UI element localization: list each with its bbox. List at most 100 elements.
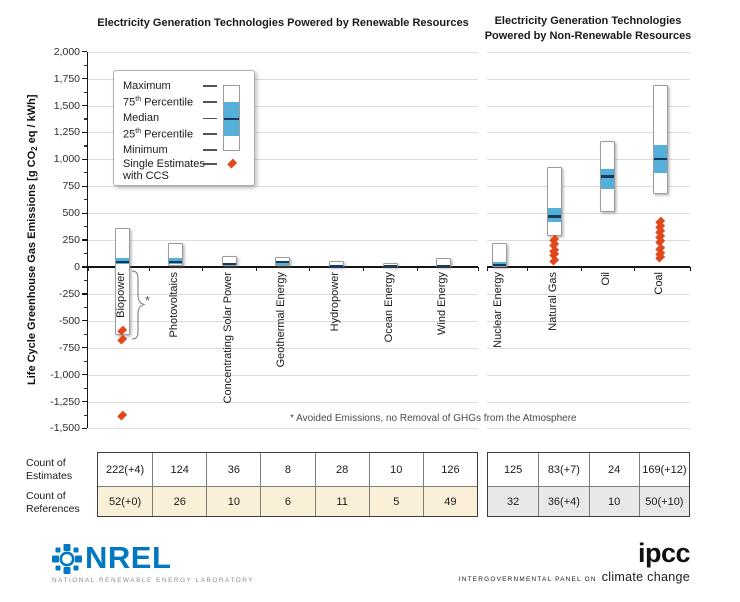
y-major-tick [82, 104, 87, 107]
median-natural-gas [547, 215, 561, 218]
y-tick-label: 1,000 [53, 153, 80, 166]
y-major-tick [82, 131, 87, 134]
gridline--500 [487, 320, 690, 322]
y-major-tick [82, 374, 87, 376]
y-tick-label: 250 [62, 234, 80, 247]
category-tick [487, 267, 489, 271]
estimates-cell: 169(+12) [638, 453, 689, 486]
count-table-non-renewable: 125 83(+7) 24 169(+12) 32 36(+4) 10 50(+10) [487, 452, 690, 517]
gridline-2000 [88, 51, 478, 53]
references-cell: 49 [422, 486, 477, 516]
median-geothermal-energy [275, 261, 289, 264]
legend-key-dash [203, 117, 217, 120]
y-tick-label: 1,250 [53, 126, 80, 139]
references-cell: 6 [260, 486, 315, 516]
gridline--750 [88, 347, 478, 349]
footnote: * Avoided Emissions, no Removal of GHGs … [290, 413, 577, 424]
legend-item-75: 75th Percentile [123, 95, 194, 109]
legend-item-line2: with CCS [123, 170, 169, 182]
gridline-1000 [487, 159, 690, 161]
y-tick-label: 1,750 [53, 72, 80, 85]
median-photovoltaics [168, 260, 182, 264]
y-major-tick [82, 427, 87, 430]
y-major-tick [82, 158, 87, 160]
boxplot-biopower [114, 227, 130, 336]
category-tick [309, 267, 311, 271]
median-hydropower [329, 265, 343, 268]
estimates-cell: 125 [488, 453, 539, 486]
y-minor-tick [84, 199, 87, 201]
nrel-sun-icon [52, 544, 82, 574]
ipcc-wordmark: ipcc [637, 538, 691, 568]
category-tick [88, 267, 90, 271]
estimates-cell: 126 [422, 453, 477, 486]
references-cell: 26 [152, 486, 207, 516]
gridline-2000 [487, 51, 690, 53]
avoided-emissions-asterisk: * [145, 293, 151, 308]
avoided-emissions-brace [131, 270, 146, 340]
y-major-tick [82, 185, 87, 187]
references-cell: 50(+10) [638, 486, 689, 516]
y-major-tick [82, 78, 87, 80]
category-tick [633, 267, 635, 271]
y-major-tick [82, 347, 87, 349]
boxplot-concentrating-solar-power [221, 256, 237, 267]
gridline-500 [487, 213, 690, 215]
category-tick [255, 267, 257, 271]
legend-item-minimum: Minimum [123, 143, 168, 156]
gridline--1000 [487, 374, 690, 376]
y-minor-tick [84, 253, 87, 255]
estimates-cell: 28 [314, 453, 369, 486]
gridline-750 [487, 186, 690, 188]
gridline-250 [487, 240, 690, 242]
legend-sample-median-line [224, 117, 239, 120]
y-major-tick [82, 400, 87, 403]
legend-box: Maximum 75th Percentile Median 25th Percent… [113, 70, 255, 186]
estimates-cell: 222(+4) [98, 453, 153, 486]
estimates-cell: 24 [588, 453, 639, 486]
y-tick-label: 0 [74, 261, 80, 273]
ipcc-tagline-big: climate change [601, 570, 690, 584]
gridline--1250 [487, 401, 690, 403]
iqr-oil [600, 169, 614, 190]
y-minor-tick [84, 333, 87, 335]
references-cell: 10 [206, 486, 261, 516]
y-minor-tick [84, 118, 87, 120]
renewable-section-title: Electricity Generation Technologies Powe… [97, 17, 469, 29]
y-major-tick [82, 51, 87, 53]
y-tick-label: -250 [58, 287, 80, 300]
non-renewable-section-title: Electricity Generation Technologies Powe… [484, 15, 692, 42]
legend-item-median: Median [123, 112, 160, 124]
table-row-label-estimates: Count of Estimates [26, 457, 73, 482]
gridline--1500 [487, 428, 690, 430]
nrel-logo: NREL NATIONAL RENEWABLE ENERGY LABORATOR… [52, 540, 253, 584]
nrel-tagline: NATIONAL RENEWABLE ENERGY LABORATORY [52, 577, 255, 584]
median-ocean-energy [383, 265, 397, 268]
legend-key-dash [203, 101, 217, 103]
y-tick-label: 2,000 [53, 45, 80, 58]
y-minor-tick [84, 226, 87, 228]
category-tick [478, 267, 480, 271]
median-wind-energy [436, 264, 450, 267]
category-tick [148, 267, 150, 271]
legend-item-maximum: Maximum [123, 79, 171, 92]
median-coal [653, 158, 667, 161]
legend-key-dash [203, 133, 217, 135]
estimates-cell: 36 [206, 453, 261, 486]
y-major-tick [82, 320, 87, 322]
gridline--250 [487, 293, 690, 295]
y-minor-tick [84, 306, 87, 309]
estimates-cell: 124 [152, 453, 207, 486]
y-minor-tick [84, 360, 87, 362]
y-major-tick [82, 293, 87, 295]
references-cell: 10 [588, 486, 639, 516]
estimates-cell: 83(+7) [538, 453, 589, 486]
y-minor-tick [84, 172, 87, 174]
y-tick-label: -1,250 [50, 395, 80, 408]
y-tick-label: 1,500 [53, 99, 80, 112]
y-major-tick [82, 239, 87, 241]
estimates-cell: 8 [260, 453, 315, 486]
table-row-label-references: Count of References [26, 490, 80, 515]
